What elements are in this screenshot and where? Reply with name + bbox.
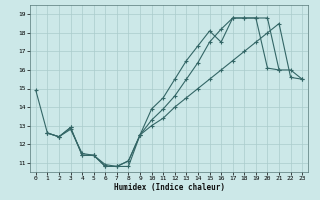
X-axis label: Humidex (Indice chaleur): Humidex (Indice chaleur) (114, 183, 225, 192)
